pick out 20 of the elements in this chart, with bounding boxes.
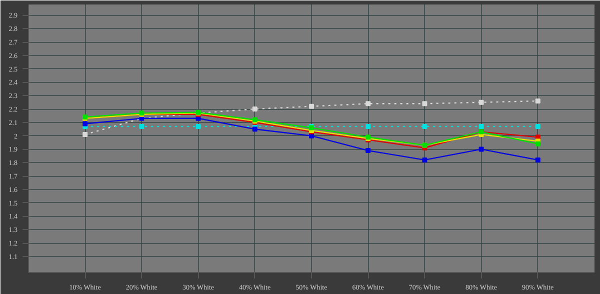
point (252, 106, 258, 112)
point (252, 126, 258, 132)
point (422, 157, 428, 162)
point (366, 148, 371, 154)
point (535, 141, 540, 146)
point (478, 100, 484, 105)
point (535, 157, 540, 162)
point (478, 146, 484, 152)
point (535, 124, 540, 129)
point (309, 104, 314, 109)
point (422, 101, 428, 106)
point (82, 132, 88, 137)
point (478, 124, 484, 129)
point (366, 124, 371, 129)
point (196, 124, 201, 129)
point (366, 101, 371, 106)
point (422, 124, 428, 129)
point (139, 124, 144, 129)
point (535, 98, 540, 104)
point (82, 121, 88, 126)
